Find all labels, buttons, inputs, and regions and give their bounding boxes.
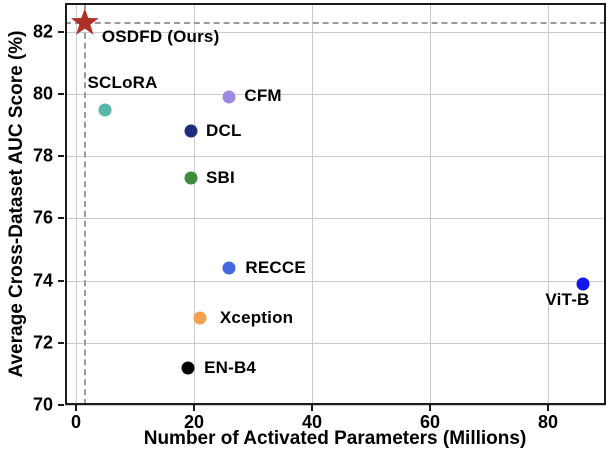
y-tick-label-70: 70 [32,394,53,415]
gridline-y-80 [65,94,606,96]
gridline-x-0 [75,3,77,405]
gridline-x-40 [311,3,313,405]
x-tick-mark-80 [546,405,549,411]
data-point-en-b4 [181,361,195,375]
y-tick-label-82: 82 [32,21,53,42]
point-label-sbi: SBI [206,168,235,188]
y-tick-mark-74 [58,279,64,282]
y-tick-mark-82 [58,30,64,33]
y-tick-label-78: 78 [32,145,53,166]
data-point-dcl [184,124,198,138]
data-point-sbi [184,171,198,185]
x-tick-mark-40 [310,405,313,411]
gridline-y-78 [65,156,606,158]
data-point-xception [193,311,207,325]
gridline-y-72 [65,342,606,344]
y-tick-mark-70 [58,404,64,406]
point-label-sclora: SCLoRA [87,72,158,92]
gridline-y-70 [65,405,606,406]
point-label-vit-b: ViT-B [545,289,590,309]
point-label-xception: Xception [219,307,294,327]
x-tick-mark-0 [74,405,77,411]
y-axis-title: Average Cross-Dataset AUC Score (%) [6,30,27,378]
plot-area: 0 20 40 60 80 70 72 74 76 78 80 82 OSDFD (Ours) SCLoR… [33,3,606,432]
y-tick-mark-78 [58,155,64,158]
gridline-x-60 [429,3,431,405]
gridline-x-20 [193,3,195,405]
reference-line-vertical [83,3,86,405]
x-tick-label-40: 40 [301,412,322,432]
gridline-y-74 [65,280,606,282]
x-tick-mark-60 [428,405,431,411]
y-tick-mark-76 [58,217,64,220]
x-axis-title: Number of Activated Parameters (Millions… [143,428,527,449]
point-label-recce: RECCE [245,258,306,278]
point-label-osdfd-ours: OSDFD (Ours) [101,26,220,46]
data-point-vit-b [576,277,590,291]
y-tick-label-74: 74 [32,270,53,291]
point-label-en-b4: EN-B4 [204,357,257,377]
data-point-cfm [222,90,236,104]
y-tick-label-76: 76 [32,207,53,228]
x-tick-label-20: 20 [183,412,204,432]
y-tick-mark-80 [58,93,64,96]
plot-border [65,3,606,405]
gridline-y-82 [65,31,606,33]
point-label-dcl: DCL [206,121,242,141]
x-tick-label-60: 60 [419,412,440,432]
y-tick-label-72: 72 [32,332,53,353]
data-point-sclora [98,103,112,117]
point-label-cfm: CFM [244,86,282,106]
x-tick-label-80: 80 [537,412,558,432]
y-tick-mark-72 [58,341,64,344]
y-tick-label-80: 80 [32,83,53,104]
x-tick-mark-20 [192,405,195,411]
gridline-x-80 [547,3,549,405]
data-point-recce [222,261,236,275]
reference-line-horizontal [65,21,606,24]
x-tick-label-0: 0 [70,412,81,432]
gridline-y-76 [65,218,606,220]
